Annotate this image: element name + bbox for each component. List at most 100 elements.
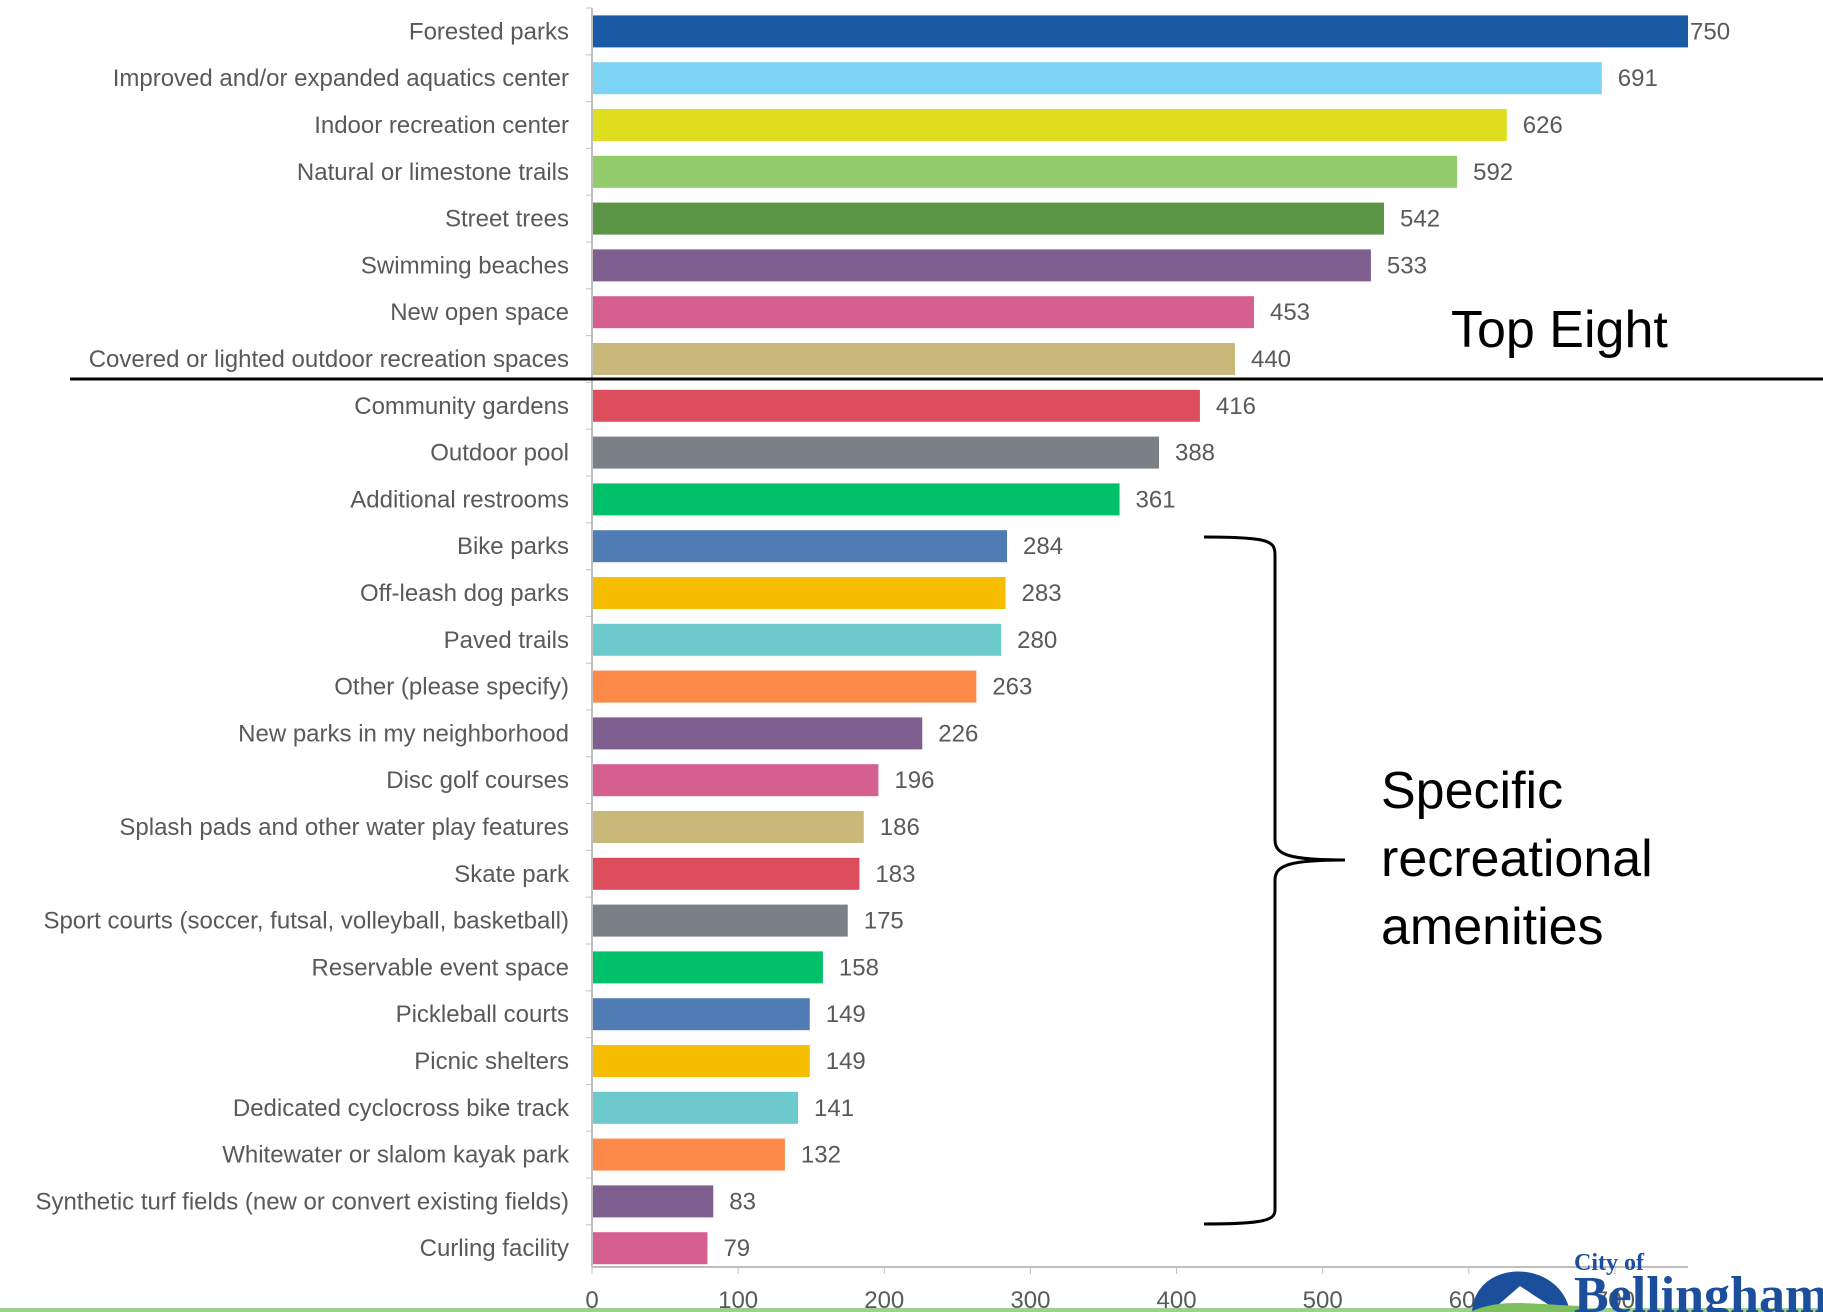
bar (592, 249, 1371, 282)
specific-amenities-brace (1203, 535, 1346, 1226)
category-label: New open space (390, 299, 569, 326)
category-label: New parks in my neighborhood (238, 720, 569, 747)
category-label: Paved trails (444, 627, 569, 654)
bar (592, 857, 860, 890)
value-label: 149 (826, 1001, 866, 1028)
city-logo: City of Bellingham (1460, 1248, 1823, 1312)
value-label: 263 (992, 674, 1032, 701)
category-labels: Forested parks Improved and/or expanded a… (35, 18, 570, 1262)
bar (592, 717, 923, 750)
category-label: Covered or lighted outdoor recreation sp… (89, 346, 569, 373)
value-label: 542 (1400, 206, 1440, 233)
bar (592, 577, 1006, 609)
category-label: Dedicated cyclocross bike track (233, 1095, 570, 1122)
category-label: Community gardens (354, 393, 569, 420)
axes (591, 8, 1688, 1268)
x-tick-label: 300 (1010, 1287, 1050, 1312)
specific-amenities-annotation: Specific recreational amenities (1381, 757, 1781, 961)
bar (592, 202, 1385, 235)
bar (592, 951, 823, 984)
bar (592, 670, 977, 703)
value-label: 626 (1523, 112, 1563, 139)
category-label: Bike parks (457, 533, 569, 560)
category-label: Pickleball courts (396, 1001, 569, 1028)
category-label: Swimming beaches (361, 252, 569, 279)
value-label: 453 (1270, 299, 1310, 326)
value-label: 592 (1473, 159, 1513, 186)
category-label: Synthetic turf fields (new or convert ex… (35, 1188, 569, 1215)
bar (592, 1045, 810, 1077)
category-label: Other (please specify) (334, 674, 569, 701)
category-label: Curling facility (420, 1235, 569, 1262)
category-label: Outdoor pool (430, 440, 569, 467)
value-label: 284 (1023, 533, 1063, 560)
value-label: 158 (839, 954, 879, 981)
bar (592, 436, 1159, 469)
value-label: 283 (1022, 580, 1062, 607)
x-axis-ticks: 0 100 200 300 400 500 600 700 (585, 7, 1635, 1312)
bar (592, 764, 879, 797)
category-label: Whitewater or slalom kayak park (222, 1142, 570, 1169)
value-label: 440 (1251, 346, 1291, 373)
value-label: 750 (1690, 18, 1730, 45)
value-label: 175 (864, 908, 904, 935)
bar (592, 155, 1458, 188)
value-label: 183 (875, 861, 915, 888)
value-label: 132 (801, 1142, 841, 1169)
category-label: Skate park (454, 861, 570, 888)
x-tick-label: 0 (585, 1287, 598, 1312)
value-label: 186 (880, 814, 920, 841)
value-label: 226 (938, 720, 978, 747)
category-label: Off-leash dog parks (360, 580, 569, 607)
category-label: Forested parks (409, 18, 569, 45)
bar (592, 389, 1200, 422)
logo-title-text: Bellingham (1574, 1267, 1823, 1312)
value-label: 280 (1017, 627, 1057, 654)
value-label: 361 (1136, 486, 1176, 513)
annotation-line: amenities (1381, 898, 1604, 956)
bars-group (592, 15, 1688, 1265)
x-tick-label: 700 (1595, 1287, 1635, 1312)
category-label: Picnic shelters (414, 1048, 569, 1075)
category-label: Sport courts (soccer, futsal, volleyball… (43, 908, 569, 935)
bar (592, 1185, 714, 1218)
value-label: 79 (723, 1235, 750, 1262)
value-label: 83 (729, 1188, 756, 1215)
category-label: Splash pads and other water play feature… (119, 814, 569, 841)
mountain-logo-icon (1470, 1271, 1580, 1312)
bar (592, 109, 1507, 141)
category-label: Indoor recreation center (314, 112, 569, 139)
bar (592, 904, 848, 937)
bar (592, 343, 1235, 375)
bar (592, 1091, 799, 1124)
bar (592, 623, 1002, 656)
category-label: Reservable event space (312, 954, 569, 981)
value-label: 533 (1387, 252, 1427, 279)
top-eight-annotation: Top Eight (1451, 301, 1668, 359)
value-label: 196 (894, 767, 934, 794)
value-label: 388 (1175, 440, 1215, 467)
value-label: 141 (814, 1095, 854, 1122)
bar (592, 1232, 708, 1265)
x-tick-label: 100 (718, 1287, 758, 1312)
category-label: Street trees (445, 206, 569, 233)
bar (592, 530, 1008, 563)
x-tick-label: 200 (864, 1287, 904, 1312)
x-tick-label: 500 (1303, 1287, 1343, 1312)
logo-small-text: City of (1574, 1250, 1644, 1276)
value-label: 691 (1618, 65, 1658, 92)
category-label: Additional restrooms (350, 486, 569, 513)
annotation-line: recreational (1381, 830, 1653, 888)
category-label: Natural or limestone trails (297, 159, 569, 186)
bar (592, 296, 1254, 329)
value-label: 416 (1216, 393, 1256, 420)
x-tick-label: 400 (1157, 1287, 1197, 1312)
bar (592, 998, 810, 1031)
bar (592, 811, 864, 843)
annotation-line: Specific (1381, 762, 1564, 820)
category-label: Disc golf courses (386, 767, 569, 794)
bar (592, 1138, 785, 1171)
bar (592, 62, 1602, 95)
category-label: Improved and/or expanded aquatics center (113, 65, 569, 92)
